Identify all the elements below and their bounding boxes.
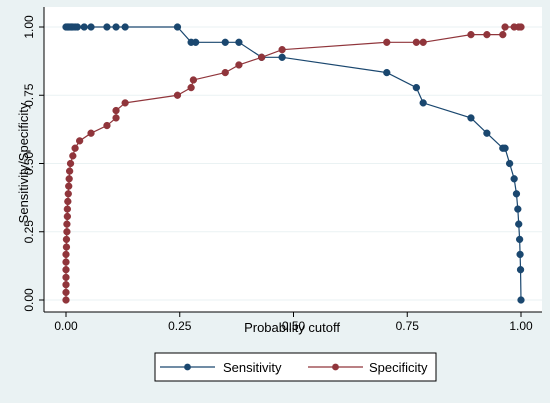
legend-item-sensitivity: Sensitivity xyxy=(160,360,282,375)
sensitivity-point xyxy=(512,190,521,198)
specificity-point xyxy=(467,30,475,39)
specificity-point xyxy=(64,190,72,198)
series-layer xyxy=(62,23,525,304)
specificity-point xyxy=(62,243,71,251)
specificity-point xyxy=(62,258,70,266)
specificity-point xyxy=(112,114,120,122)
sensitivity-point xyxy=(192,38,200,46)
axis-layer: 0.00 0.25 0.50 0.75 1.00 0.00 0.25 0.50 0.75 1.00 xyxy=(22,7,542,333)
specificity-point xyxy=(63,205,72,213)
sensitivity-point xyxy=(80,23,88,31)
specificity-point xyxy=(64,197,72,206)
series-sensitivity xyxy=(62,23,525,304)
sensitivity-point xyxy=(510,175,518,183)
x-tick-label: 1.00 xyxy=(509,319,533,333)
sensitivity-point xyxy=(173,23,182,31)
sensitivity-point xyxy=(221,38,229,46)
sensitivity-point xyxy=(467,114,475,122)
specificity-point xyxy=(278,46,286,54)
x-tick-label: 0.50 xyxy=(282,319,306,333)
sensitivity-point xyxy=(278,53,286,61)
specificity-point xyxy=(62,296,70,304)
specificity-point xyxy=(63,228,71,236)
legend-label: Specificity xyxy=(369,360,428,375)
specificity-point xyxy=(62,266,70,274)
legend: Sensitivity Specificity xyxy=(154,352,437,382)
specificity-point xyxy=(69,152,77,160)
sensitivity-point xyxy=(103,23,111,31)
x-tick-label: 0.75 xyxy=(396,319,420,333)
y-tick-label: 0.75 xyxy=(22,83,36,107)
sensitivity-point xyxy=(505,159,514,168)
specificity-point xyxy=(235,61,243,69)
specificity-point xyxy=(499,30,507,39)
specificity-point xyxy=(103,121,111,130)
y-tick-label: 0.50 xyxy=(22,151,36,175)
specificity-point xyxy=(501,23,509,31)
specificity-point xyxy=(65,175,73,183)
specificity-point xyxy=(63,220,71,228)
specificity-point xyxy=(258,53,266,61)
legend-item-specificity: Specificity xyxy=(308,360,428,375)
specificity-point xyxy=(383,38,391,46)
specificity-point xyxy=(419,38,427,46)
x-tick-label: 0.25 xyxy=(168,319,192,333)
specificity-point xyxy=(221,68,229,77)
sensitivity-point xyxy=(73,23,82,31)
sensitivity-point xyxy=(515,220,523,228)
specificity-point xyxy=(517,23,525,31)
sensitivity-point xyxy=(383,68,391,77)
sensitivity-point xyxy=(501,144,509,152)
specificity-point xyxy=(173,91,182,99)
specificity-point xyxy=(71,144,79,152)
specificity-point xyxy=(65,182,73,190)
y-tick-label: 1.00 xyxy=(22,15,36,39)
specificity-point xyxy=(66,159,75,168)
specificity-point xyxy=(62,281,70,289)
sensitivity-point xyxy=(514,205,522,213)
legend-swatch-marker xyxy=(184,363,191,371)
sensitivity-point xyxy=(516,266,525,274)
specificity-point xyxy=(63,212,72,221)
specificity-point xyxy=(62,273,70,281)
specificity-point xyxy=(62,288,70,297)
specificity-point xyxy=(112,106,120,115)
specificity-point xyxy=(65,167,74,175)
sensitivity-point xyxy=(515,235,524,244)
legend-label: Sensitivity xyxy=(223,360,282,375)
specificity-point xyxy=(62,250,70,259)
legend-items: Sensitivity Specificity xyxy=(160,360,428,375)
specificity-point xyxy=(62,235,71,244)
sensitivity-point xyxy=(516,250,524,259)
x-tick-label: 0.00 xyxy=(54,319,78,333)
sensitivity-point xyxy=(517,296,525,304)
specificity-point xyxy=(187,83,195,92)
specificity-point xyxy=(87,129,95,137)
sensitivity-point xyxy=(412,83,421,92)
sensitivity-point xyxy=(112,23,120,31)
x-axis-title: Probability cutoff xyxy=(244,320,340,335)
sensitivity-point xyxy=(87,23,95,31)
specificity-point xyxy=(412,38,421,46)
y-axis-title: Sensitivity/Specificity xyxy=(16,102,31,223)
sensitivity-point xyxy=(121,23,129,31)
grid-layer xyxy=(44,26,542,301)
specificity-point xyxy=(121,99,129,107)
specificity-point xyxy=(76,137,84,145)
specificity-point xyxy=(189,76,198,84)
legend-swatch-marker xyxy=(332,363,339,371)
plot-region xyxy=(44,7,542,312)
sensitivity-point xyxy=(419,99,427,107)
y-tick-label: 0.25 xyxy=(22,220,36,244)
series-specificity xyxy=(62,23,525,304)
sensitivity-point xyxy=(235,38,243,46)
y-tick-label: 0.00 xyxy=(22,288,36,312)
specificity-point xyxy=(483,30,491,39)
sensitivity-point xyxy=(483,129,491,137)
